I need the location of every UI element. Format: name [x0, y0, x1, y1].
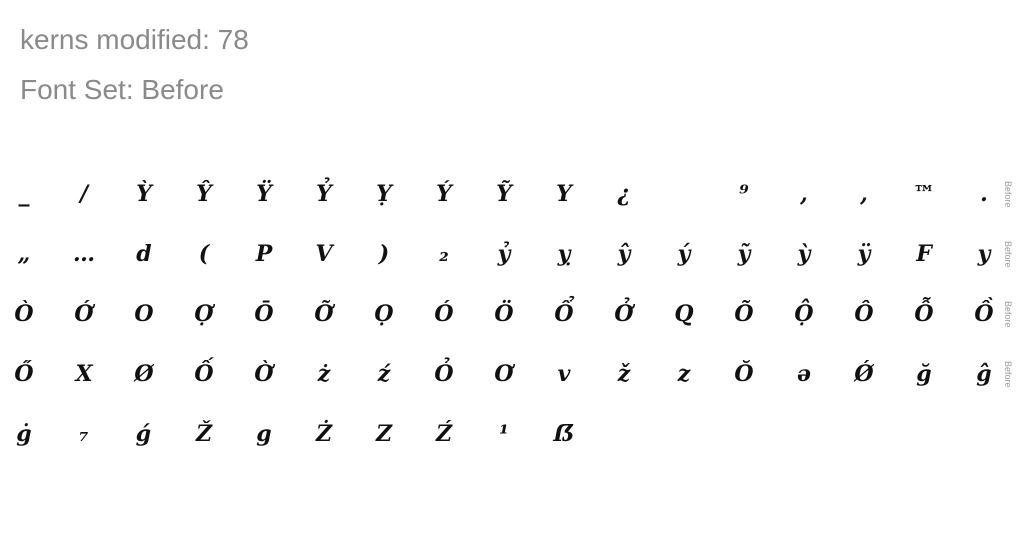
glyph-cell: ÿ: [857, 241, 871, 267]
glyph-cell: d: [136, 241, 152, 267]
glyph-cell: ź: [377, 361, 391, 387]
glyph-cell: ỵ: [557, 241, 571, 267]
glyph-row: Ò Ớ O Ợ Ō Ỡ Ọ Ó Ö Ổ Ở Q Õ Ộ Ô Ỗ Ồ Before: [0, 284, 1024, 344]
glyph-cell: Ỳ: [136, 181, 152, 207]
glyph-cell: Ở: [614, 301, 634, 327]
glyph-cell: Ý: [436, 181, 452, 207]
glyph-cell: Ź: [435, 421, 453, 447]
glyph-cell: .: [980, 181, 988, 207]
row-font-set-tag: Before: [1003, 300, 1013, 328]
glyph-cell: _: [18, 181, 30, 207]
glyph-cell: Ố: [194, 361, 214, 387]
glyph-cell: v: [557, 361, 571, 387]
glyph-row: _ / Ỳ Ŷ Ÿ Ỷ Ỵ Ý Ỹ Y ¿ ⁹,, ™. Before: [0, 164, 1024, 224]
glyph-cell: Ổ: [554, 301, 574, 327]
glyph-cell: z: [677, 361, 691, 387]
glyph-cell: Õ: [734, 301, 754, 327]
glyph-cell: V: [315, 241, 333, 267]
glyph-cell: Ő: [14, 361, 34, 387]
glyph-cell: Ÿ: [256, 181, 272, 207]
glyph-cell: Y: [556, 181, 572, 207]
glyph-cell: ỷ: [497, 241, 511, 267]
glyph-cell: Ơ: [494, 361, 514, 387]
glyph-cell: Ờ: [254, 361, 274, 387]
glyph-cell: Q: [674, 301, 694, 327]
kerns-modified-label: kerns modified: 78: [20, 24, 249, 55]
glyph-cell: F: [916, 241, 932, 267]
glyph-cell: Ŏ: [734, 361, 754, 387]
glyph-cell: Ö: [494, 301, 514, 327]
glyph-cell: ğ: [916, 361, 932, 387]
glyph-cell: Ỡ: [314, 301, 334, 327]
glyph-cell: ǵ: [136, 421, 152, 447]
glyph-cell: ŷ: [617, 241, 631, 267]
glyph-cell: ™: [913, 181, 935, 207]
row-font-set-tag: Before: [1003, 240, 1013, 268]
glyph-cell: g: [256, 421, 272, 447]
glyph-cell: Ż: [315, 421, 333, 447]
glyph-cell: ,: [860, 181, 868, 207]
glyph-cell: Ŷ: [196, 181, 212, 207]
glyph-cell: ): [378, 241, 390, 267]
glyph-cell: ə: [797, 361, 811, 387]
glyph-cell: Ỵ: [376, 181, 392, 207]
glyph-cell: ₂: [439, 241, 449, 267]
glyph-cell: ¿: [617, 181, 631, 207]
glyph-cell: Ọ: [374, 301, 394, 327]
font-set-label: Font Set: Before: [20, 74, 224, 105]
glyph-cell: P: [255, 241, 273, 267]
glyph-cell: Ô: [854, 301, 874, 327]
glyph-cell: Z: [375, 421, 393, 447]
glyph-cell: Ỏ: [434, 361, 454, 387]
glyph-cell: ỳ: [797, 241, 811, 267]
glyph-cell: (: [198, 241, 210, 267]
glyph-cell: Ō: [254, 301, 274, 327]
glyph-cell: /: [79, 181, 89, 207]
glyph-cell: ý: [677, 241, 691, 267]
glyph-cell: ż: [317, 361, 331, 387]
glyph-cell: ỹ: [737, 241, 751, 267]
glyph-cell: ĝ: [976, 361, 992, 387]
glyph-cell: ẞ: [553, 421, 575, 447]
glyph-cell: Ž: [195, 421, 213, 447]
glyph-cell: ₇: [79, 421, 89, 447]
glyph-cell: Ớ: [74, 301, 94, 327]
glyph-cell: Ỗ: [914, 301, 934, 327]
glyph-cell: ⁹: [739, 181, 749, 207]
glyph-cell: ¹: [499, 421, 509, 447]
glyph-cell: y: [977, 241, 991, 267]
glyph-cell: ,: [800, 181, 808, 207]
glyph-cell: Ộ: [794, 301, 814, 327]
glyph-cell: „: [17, 241, 31, 267]
glyph-cell: Ỷ: [316, 181, 332, 207]
glyph-cell: Ỹ: [496, 181, 512, 207]
glyph-cell: X: [75, 361, 93, 387]
glyph-cell: Ợ: [194, 301, 214, 327]
row-font-set-tag: Before: [1003, 180, 1013, 208]
glyph-cell: O: [134, 301, 154, 327]
glyph-cell: Ø: [134, 361, 154, 387]
glyph-cell: Ồ: [974, 301, 994, 327]
glyph-cell: …: [73, 241, 95, 267]
row-font-set-tag: Before: [1003, 360, 1013, 388]
glyph-cell: Ò: [14, 301, 34, 327]
glyph-cell: ž: [617, 361, 631, 387]
glyph-cell: ġ: [16, 421, 32, 447]
glyph-cell: Ǿ: [854, 361, 874, 387]
glyph-cell: Ó: [434, 301, 454, 327]
